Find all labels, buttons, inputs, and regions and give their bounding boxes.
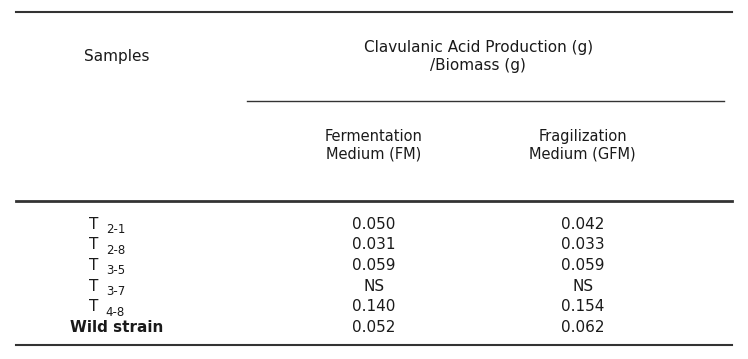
Text: 3-5: 3-5 <box>105 264 125 277</box>
Text: 2-1: 2-1 <box>105 223 125 236</box>
Text: 0.033: 0.033 <box>561 237 604 252</box>
Text: T: T <box>89 299 98 314</box>
Text: Samples: Samples <box>84 49 150 64</box>
Text: T: T <box>89 279 98 294</box>
Text: 0.154: 0.154 <box>561 299 604 314</box>
Text: Wild strain: Wild strain <box>70 320 164 335</box>
Text: 0.059: 0.059 <box>561 258 604 273</box>
Text: 0.042: 0.042 <box>561 216 604 232</box>
Text: 0.052: 0.052 <box>352 320 396 335</box>
Text: NS: NS <box>364 279 384 294</box>
Text: 2-8: 2-8 <box>105 243 125 257</box>
Text: 3-7: 3-7 <box>105 285 125 298</box>
Text: NS: NS <box>572 279 593 294</box>
Text: Fragilization
Medium (GFM): Fragilization Medium (GFM) <box>530 130 636 162</box>
Text: T: T <box>89 216 98 232</box>
Text: Fermentation
Medium (FM): Fermentation Medium (FM) <box>325 130 423 162</box>
Text: 4-8: 4-8 <box>105 306 125 318</box>
Text: 0.050: 0.050 <box>352 216 396 232</box>
Text: 0.062: 0.062 <box>561 320 604 335</box>
Text: T: T <box>89 237 98 252</box>
Text: 0.059: 0.059 <box>352 258 396 273</box>
Text: 0.031: 0.031 <box>352 237 396 252</box>
Text: 0.140: 0.140 <box>352 299 396 314</box>
Text: T: T <box>89 258 98 273</box>
Text: Clavulanic Acid Production (g)
/Biomass (g): Clavulanic Acid Production (g) /Biomass … <box>364 41 593 73</box>
